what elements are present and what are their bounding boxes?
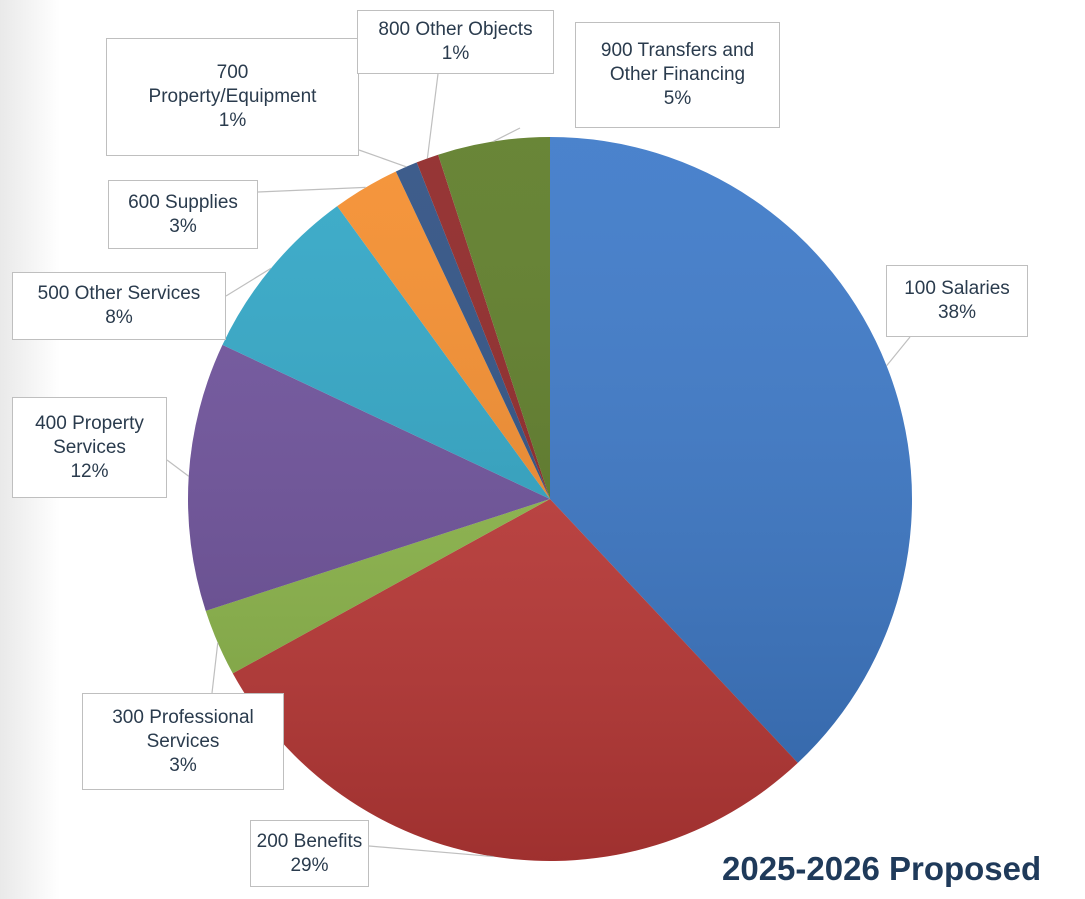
- label-value: 5%: [663, 88, 692, 109]
- label-name: 500 Other Services: [37, 283, 201, 304]
- label-name: 100 Salaries: [904, 278, 1010, 299]
- label-value: 1%: [218, 110, 247, 131]
- data-label: 700 Property/Equipment 1%: [106, 38, 359, 156]
- label-name: 800 Other Objects: [378, 19, 533, 40]
- data-label: 600 Supplies 3%: [108, 180, 258, 249]
- leader-line: [257, 186, 366, 193]
- label-value: 1%: [441, 43, 470, 64]
- label-name: 900 Transfers and Other Financing: [600, 40, 755, 85]
- label-value: 38%: [937, 302, 977, 323]
- label-value: 8%: [105, 307, 133, 328]
- label-value: 3%: [169, 215, 197, 237]
- leader-line: [166, 459, 190, 477]
- leader-line: [358, 149, 407, 168]
- leader-line: [426, 73, 439, 159]
- label-name: 600 Supplies: [128, 191, 238, 213]
- chart-title: 2025-2026 Proposed: [722, 850, 1042, 887]
- label-name: 700 Property/Equipment: [148, 62, 317, 107]
- data-label: 400 Property Services 12%: [12, 397, 167, 498]
- data-label: 900 Transfers and Other Financing 5%: [575, 22, 780, 128]
- leader-line: [211, 642, 219, 694]
- label-value: 12%: [70, 460, 109, 482]
- label-name: 400 Property Services: [35, 412, 144, 458]
- data-label: 300 Professional Services 3%: [82, 693, 284, 790]
- label-value: 3%: [169, 754, 197, 776]
- label-value: 29%: [290, 854, 329, 876]
- data-label: 100 Salaries 38%: [886, 265, 1028, 337]
- pie: [188, 137, 913, 861]
- data-label: 200 Benefits 29%: [250, 820, 369, 887]
- data-label: 500 Other Services 8%: [12, 272, 226, 340]
- data-label: 800 Other Objects 1%: [357, 10, 554, 74]
- label-name: 200 Benefits: [256, 830, 363, 852]
- leader-line: [886, 336, 911, 367]
- label-name: 300 Professional Services: [112, 706, 254, 752]
